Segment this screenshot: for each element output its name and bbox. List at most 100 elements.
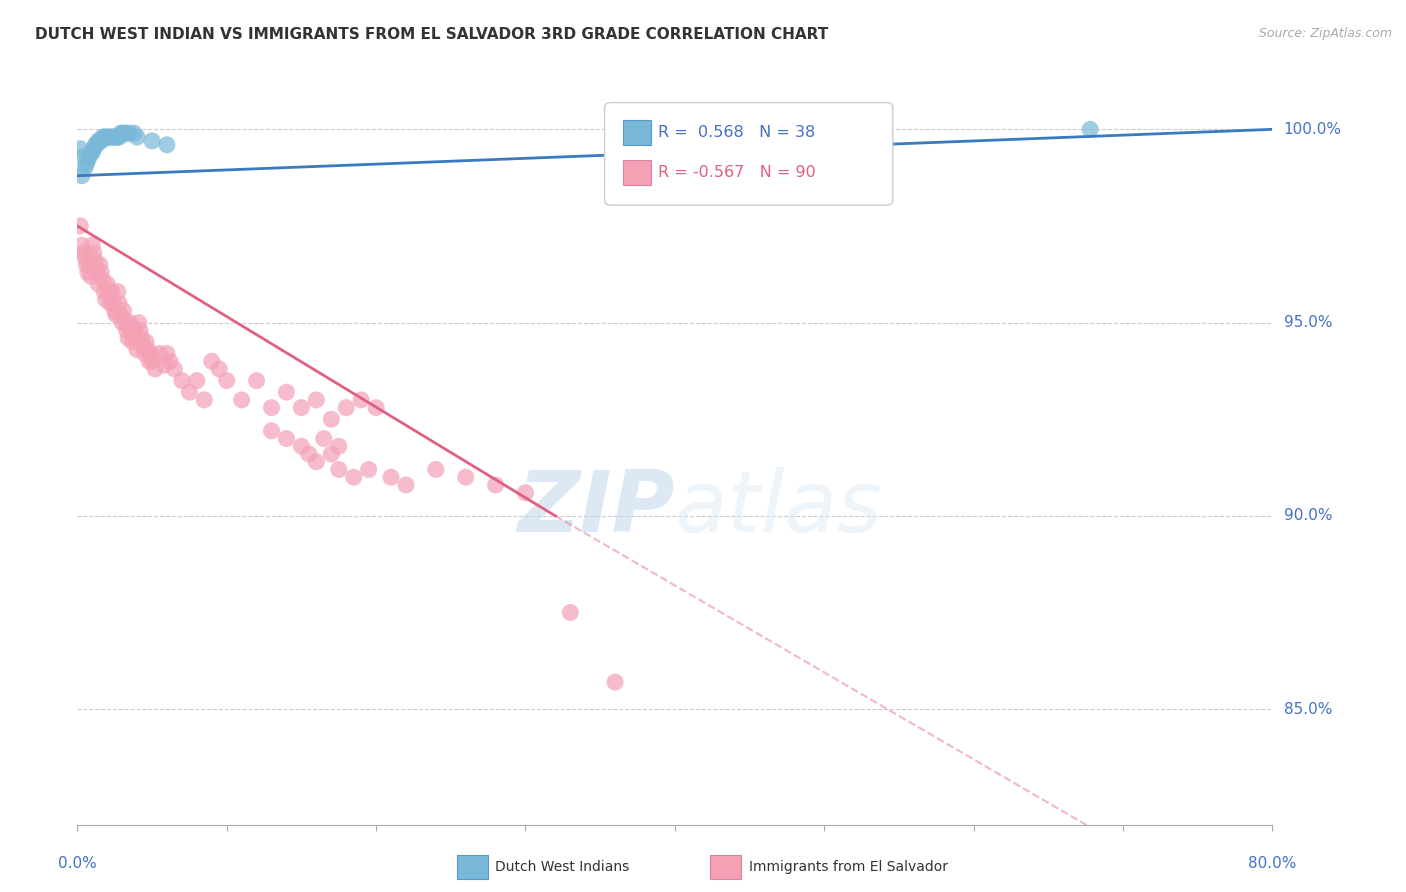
Point [86, 137, 108, 152]
Point [114, 316, 136, 330]
Point [94, 293, 117, 307]
Point [276, 385, 298, 400]
Point [86, 265, 108, 279]
Point [107, 130, 129, 145]
Text: Source: ZipAtlas.com: Source: ZipAtlas.com [1258, 27, 1392, 40]
Point [79, 149, 101, 163]
Point [141, 354, 163, 368]
Text: 80.0%: 80.0% [1249, 855, 1296, 871]
Point [515, 485, 537, 500]
Point [143, 362, 166, 376]
Text: atlas: atlas [675, 467, 883, 550]
Point [290, 401, 312, 415]
Point [93, 130, 115, 145]
Point [134, 346, 156, 360]
Point [121, 334, 143, 349]
Point [110, 126, 132, 140]
Point [111, 126, 134, 140]
Point [201, 354, 224, 368]
Text: R =  0.568   N = 38: R = 0.568 N = 38 [658, 126, 815, 140]
Point [70, 169, 93, 183]
Point [90, 134, 112, 148]
Point [89, 258, 111, 272]
Point [69, 219, 91, 233]
Point [105, 130, 128, 145]
Point [82, 238, 104, 252]
Point [105, 308, 128, 322]
Point [70, 238, 93, 252]
Point [75, 157, 97, 171]
Point [124, 331, 146, 345]
Point [98, 296, 121, 310]
Point [425, 462, 447, 476]
Point [605, 675, 627, 690]
Point [560, 606, 582, 620]
Text: ZIP: ZIP [517, 467, 675, 550]
Point [108, 130, 131, 145]
Point [156, 346, 179, 360]
Point [135, 334, 157, 349]
Point [100, 285, 122, 299]
Point [87, 134, 110, 148]
Point [208, 362, 231, 376]
Point [343, 470, 366, 484]
Point [120, 323, 142, 337]
Point [69, 142, 91, 156]
Point [89, 134, 111, 148]
Point [87, 277, 110, 291]
Text: 0.0%: 0.0% [58, 855, 97, 871]
Point [298, 447, 321, 461]
Point [231, 392, 253, 407]
Point [112, 304, 135, 318]
Text: 85.0%: 85.0% [1284, 702, 1331, 716]
Point [350, 392, 373, 407]
Point [131, 331, 153, 345]
Point [321, 447, 343, 461]
Point [132, 339, 155, 353]
Point [139, 346, 162, 360]
Point [395, 478, 418, 492]
Point [260, 401, 283, 415]
Point [193, 392, 215, 407]
Point [76, 265, 98, 279]
Point [305, 455, 328, 469]
Point [104, 304, 127, 318]
Text: Immigrants from El Salvador: Immigrants from El Salvador [749, 860, 949, 874]
Point [335, 401, 357, 415]
Point [79, 258, 101, 272]
Point [110, 308, 132, 322]
Point [136, 343, 159, 357]
Point [454, 470, 477, 484]
Point [148, 346, 170, 360]
Point [98, 130, 121, 145]
Point [380, 470, 402, 484]
Point [96, 130, 118, 145]
Point [118, 126, 141, 140]
Text: Dutch West Indians: Dutch West Indians [495, 860, 628, 874]
Point [1078, 122, 1101, 136]
Point [118, 316, 141, 330]
Point [321, 412, 343, 426]
Point [163, 362, 186, 376]
Point [117, 331, 139, 345]
Point [156, 137, 179, 152]
Point [84, 253, 107, 268]
Point [72, 246, 94, 260]
Text: R = -0.567   N = 90: R = -0.567 N = 90 [658, 165, 815, 179]
Point [246, 374, 269, 388]
Point [104, 130, 127, 145]
Point [111, 316, 134, 330]
Point [96, 277, 118, 291]
Point [100, 130, 122, 145]
Point [72, 149, 94, 163]
Point [90, 265, 112, 279]
Point [97, 130, 120, 145]
Point [328, 462, 350, 476]
Point [114, 126, 136, 140]
Point [276, 432, 298, 446]
Point [179, 385, 201, 400]
Point [122, 126, 145, 140]
Point [357, 462, 380, 476]
Point [305, 392, 328, 407]
Point [129, 323, 152, 337]
